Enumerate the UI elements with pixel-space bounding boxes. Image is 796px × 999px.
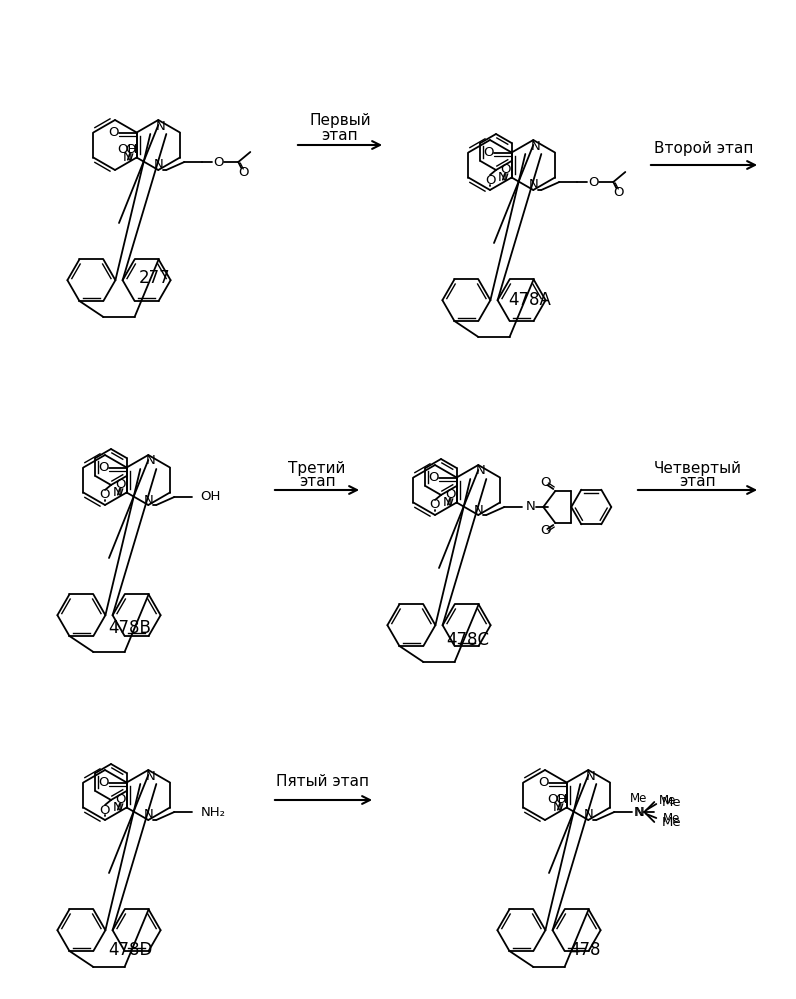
Text: N: N bbox=[634, 805, 644, 818]
Text: этап: этап bbox=[680, 475, 716, 490]
Text: N: N bbox=[529, 179, 538, 192]
Text: Четвертый: Четвертый bbox=[654, 461, 742, 476]
Text: O: O bbox=[446, 489, 456, 501]
Text: O: O bbox=[483, 146, 494, 159]
Text: OH: OH bbox=[117, 143, 138, 156]
Text: N: N bbox=[443, 496, 453, 509]
Text: этап: этап bbox=[298, 475, 335, 490]
Text: O: O bbox=[213, 156, 224, 169]
Text: N: N bbox=[146, 769, 155, 782]
Text: N: N bbox=[553, 801, 563, 814]
Text: Me: Me bbox=[630, 791, 647, 804]
Text: N: N bbox=[113, 801, 123, 814]
Text: O: O bbox=[99, 776, 109, 789]
Text: 478: 478 bbox=[569, 941, 601, 959]
Text: 478C: 478C bbox=[447, 631, 490, 649]
Text: N: N bbox=[113, 486, 123, 499]
Text: 478A: 478A bbox=[509, 291, 552, 309]
Text: O: O bbox=[485, 174, 495, 187]
Text: O: O bbox=[540, 477, 551, 490]
Text: N: N bbox=[474, 503, 483, 516]
Text: O: O bbox=[99, 461, 109, 474]
Text: N: N bbox=[585, 769, 595, 782]
Text: Первый: Первый bbox=[309, 113, 371, 128]
Text: Me: Me bbox=[659, 793, 677, 806]
Text: O: O bbox=[115, 793, 126, 806]
Text: O: O bbox=[556, 793, 566, 806]
Text: Me: Me bbox=[661, 795, 681, 808]
Text: O: O bbox=[538, 776, 549, 789]
Text: N: N bbox=[498, 171, 508, 184]
Text: N: N bbox=[525, 500, 535, 513]
Text: O: O bbox=[430, 499, 440, 511]
Text: N: N bbox=[143, 808, 153, 821]
Text: O: O bbox=[540, 524, 551, 537]
Text: NH₂: NH₂ bbox=[201, 805, 225, 818]
Text: этап: этап bbox=[322, 128, 358, 143]
Text: O: O bbox=[613, 187, 623, 200]
Text: N: N bbox=[634, 805, 643, 818]
Text: O: O bbox=[126, 143, 136, 156]
Text: N: N bbox=[583, 808, 593, 821]
Text: N: N bbox=[143, 494, 153, 506]
Text: 478D: 478D bbox=[107, 941, 152, 959]
Text: O: O bbox=[238, 167, 248, 180]
Text: Me: Me bbox=[663, 811, 681, 824]
Text: N: N bbox=[154, 159, 163, 172]
Text: O: O bbox=[100, 489, 111, 501]
Text: 478B: 478B bbox=[108, 619, 151, 637]
Text: N: N bbox=[123, 151, 133, 164]
Text: O: O bbox=[100, 803, 111, 816]
Text: Пятый этап: Пятый этап bbox=[276, 774, 369, 789]
Text: OH: OH bbox=[201, 491, 220, 503]
Text: N: N bbox=[155, 120, 166, 133]
Text: O: O bbox=[588, 176, 599, 189]
Text: O: O bbox=[501, 163, 511, 176]
Text: Второй этап: Второй этап bbox=[654, 141, 754, 156]
Text: N: N bbox=[146, 455, 155, 468]
Text: O: O bbox=[428, 471, 439, 484]
Text: Me: Me bbox=[661, 815, 681, 828]
Text: N: N bbox=[475, 465, 486, 478]
Text: O: O bbox=[108, 126, 119, 139]
Text: OH: OH bbox=[547, 793, 568, 806]
Text: Третий: Третий bbox=[288, 461, 345, 476]
Text: 277: 277 bbox=[139, 269, 171, 287]
Text: O: O bbox=[115, 479, 126, 492]
Text: N: N bbox=[530, 140, 540, 153]
